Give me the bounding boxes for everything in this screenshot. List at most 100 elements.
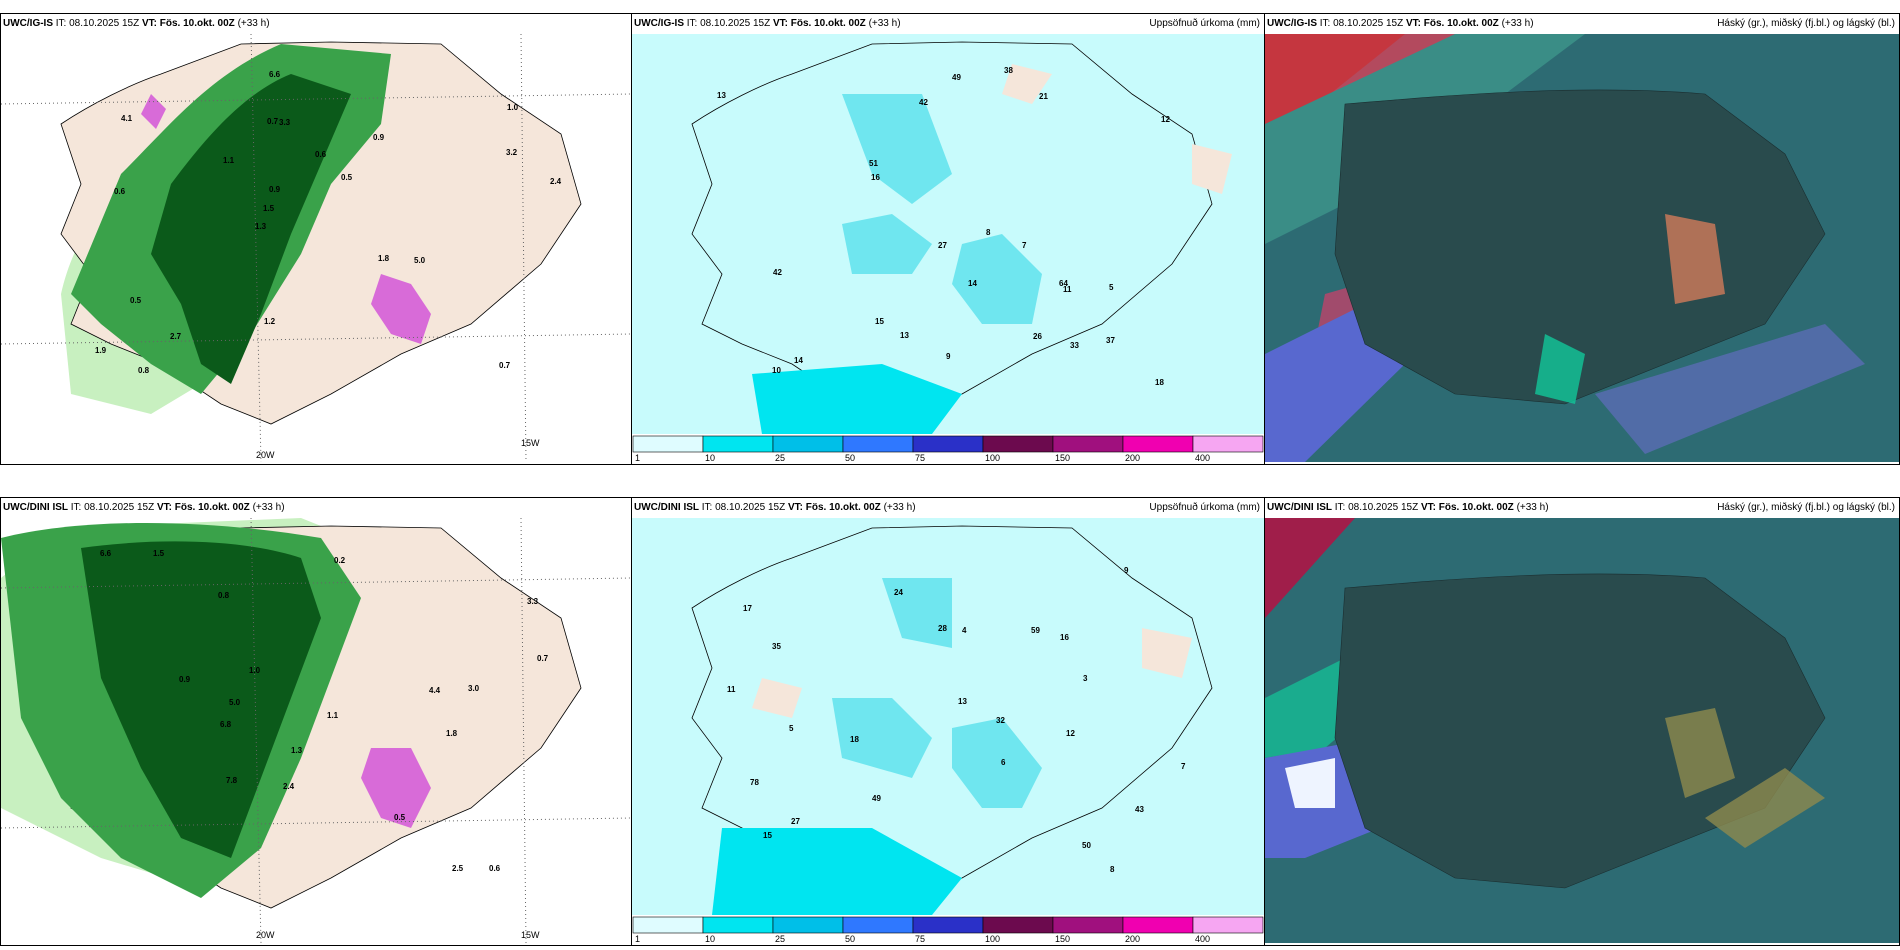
precip-panel-dini: UWC/DINI ISL IT: 08.10.2025 15Z VT: Fös.… [631, 497, 1265, 946]
value-label: 0.8 [138, 366, 150, 375]
value-label: 10 [772, 366, 781, 375]
value-label: 0.7 [499, 361, 511, 370]
value-label: 3 [1083, 674, 1088, 683]
value-label: 35 [772, 642, 781, 651]
value-label: 24 [894, 588, 903, 597]
precip-legend: 1 10 25 50 75 100 150 200 400 [632, 435, 1264, 463]
cloud-map [1265, 518, 1899, 943]
value-label: 0.6 [489, 864, 501, 873]
legend-tick: 10 [705, 453, 715, 463]
value-label: 18 [850, 735, 859, 744]
value-label: 1.9 [95, 346, 107, 355]
legend-tick: 100 [985, 934, 1000, 944]
cloud-map [1265, 34, 1899, 462]
wind-precip-panel-dini: UWC/DINI ISL IT: 08.10.2025 15Z VT: Fös.… [0, 497, 633, 946]
value-label: 33 [1070, 341, 1079, 350]
value-label: 12 [1066, 729, 1075, 738]
value-label: 0.7 [267, 117, 279, 126]
legend-tick: 75 [915, 453, 925, 463]
legend-swatch [842, 916, 914, 934]
panel-header: UWC/IG-IS IT: 08.10.2025 15Z VT: Fös. 10… [3, 18, 270, 29]
legend-tick: 150 [1055, 453, 1070, 463]
value-label: 0.5 [394, 813, 406, 822]
value-label: 2.4 [550, 177, 562, 186]
value-label: 9 [1124, 566, 1129, 575]
legend-swatch [702, 435, 774, 453]
value-label: 42 [919, 98, 928, 107]
value-label: 37 [1106, 336, 1115, 345]
value-label: 1.3 [291, 746, 303, 755]
value-label: 3.2 [506, 148, 518, 157]
value-label: 15 [763, 831, 772, 840]
value-label: 21 [1039, 92, 1048, 101]
legend-tick: 400 [1195, 934, 1210, 944]
legend-tick: 1 [635, 453, 640, 463]
value-label: 14 [794, 356, 803, 365]
value-label: 13 [717, 91, 726, 100]
panel-header: UWC/DINI ISL IT: 08.10.2025 15Z VT: Fös.… [632, 498, 1264, 518]
legend-tick: 150 [1055, 934, 1070, 944]
value-label: 0.5 [341, 173, 353, 182]
value-label: 59 [1031, 626, 1040, 635]
value-label: 4.4 [429, 686, 441, 695]
legend-swatch [1192, 435, 1264, 453]
lon-label: 20W [256, 450, 275, 460]
value-label: 50 [1082, 841, 1091, 850]
value-label: 43 [1135, 805, 1144, 814]
value-label: 5.0 [229, 698, 241, 707]
legend-tick: 10 [705, 934, 715, 944]
value-label: 2.4 [283, 782, 295, 791]
value-label: 5 [1109, 283, 1114, 292]
value-label: 8 [986, 228, 991, 237]
lon-label: 15W [521, 930, 540, 940]
lon-label: 15W [521, 438, 540, 448]
value-label: 16 [1060, 633, 1069, 642]
precip-legend: 1 10 25 50 75 100 150 200 400 [632, 916, 1264, 944]
value-label: 1.3 [255, 222, 267, 231]
value-label: 14 [968, 279, 977, 288]
value-label: 4.1 [121, 114, 133, 123]
value-label: 0.8 [218, 591, 230, 600]
value-label: 18 [1155, 378, 1164, 387]
value-label: 49 [872, 794, 881, 803]
panel-header: UWC/DINI ISL IT: 08.10.2025 15Z VT: Fös.… [3, 502, 285, 513]
value-label: 1.8 [378, 254, 390, 263]
value-label: 49 [952, 73, 961, 82]
value-label: 7 [1181, 762, 1186, 771]
value-label: 17 [743, 604, 752, 613]
panel-header: UWC/IG-IS IT: 08.10.2025 15Z VT: Fös. 10… [632, 14, 1264, 34]
value-label: 42 [773, 268, 782, 277]
value-label: 12 [1161, 115, 1170, 124]
value-label: 0.9 [179, 675, 191, 684]
value-label: 1.5 [153, 549, 165, 558]
wind-precip-map: 20W 15W 1.3 0.9 1.5 1.8 0.6 0.8 2.4 6.8 7.8 4.4 3.… [1, 518, 632, 943]
value-label: 8 [1110, 865, 1115, 874]
legend-swatch [1192, 916, 1264, 934]
panel-title: Uppsöfnuð úrkoma (mm) [1149, 18, 1260, 29]
value-label: 28 [938, 624, 947, 633]
legend-tick: 1 [635, 934, 640, 944]
legend-tick: 25 [775, 453, 785, 463]
value-label: 78 [750, 778, 759, 787]
legend-swatch [632, 435, 704, 453]
value-label: 9 [946, 352, 951, 361]
value-label: 51 [869, 159, 878, 168]
value-label: 1.5 [263, 204, 275, 213]
cloud-panel-dini: UWC/DINI ISL IT: 08.10.2025 15Z VT: Fös.… [1264, 497, 1900, 946]
value-label: 1.2 [264, 317, 276, 326]
precip-value-labels: 10 5 8 14 42 38 37 21 33 15 18 16 13 49 26 51 64 42 27 12 13… [717, 66, 1170, 387]
legend-swatch [912, 916, 984, 934]
value-label: 0.6 [315, 150, 327, 159]
value-label: 6.8 [220, 720, 232, 729]
value-label: 13 [900, 331, 909, 340]
value-label: 0.7 [537, 654, 549, 663]
value-label: 3.0 [468, 684, 480, 693]
panel-title: Háský (gr.), miðský (fj.bl.) og lágský (… [1717, 502, 1895, 513]
legend-swatch [912, 435, 984, 453]
wind-precip-panel-ig: UWC/IG-IS IT: 08.10.2025 15Z VT: Fös. 10… [0, 13, 633, 465]
legend-swatch [1052, 435, 1124, 453]
value-label: 1.0 [507, 103, 519, 112]
value-label: 7 [1022, 241, 1027, 250]
value-label: 64 [1059, 279, 1068, 288]
